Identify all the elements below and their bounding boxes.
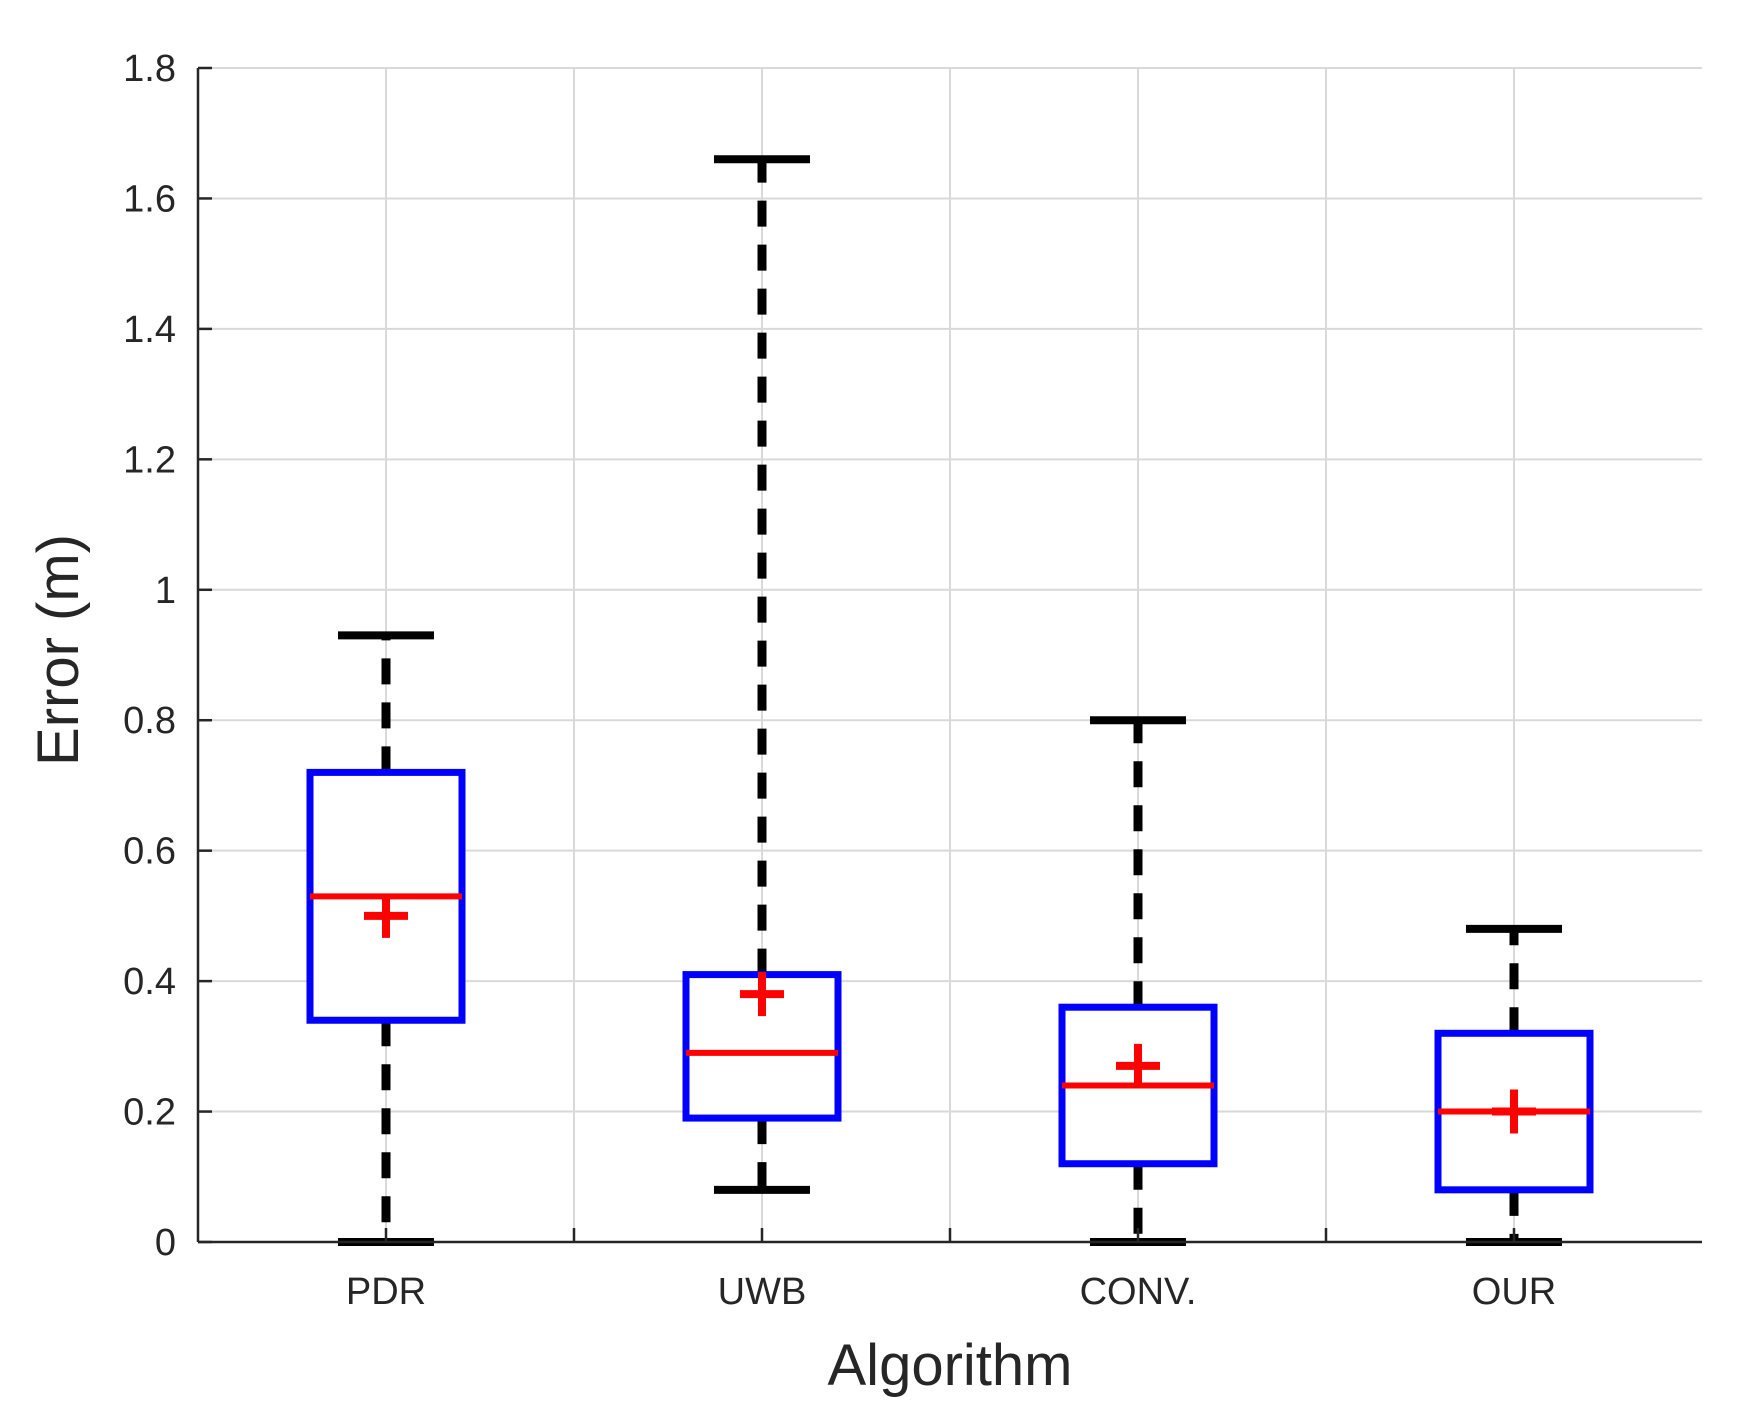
x-tick-label: UWB bbox=[718, 1271, 807, 1313]
y-tick-label: 0.2 bbox=[123, 1092, 176, 1134]
y-tick-label: 1 bbox=[155, 570, 176, 612]
axes bbox=[196, 66, 1702, 1244]
x-axis-title: Algorithm bbox=[828, 1333, 1073, 1398]
y-tick-label: 0.4 bbox=[123, 961, 176, 1003]
x-tick-label: PDR bbox=[346, 1271, 426, 1313]
x-tick-label: CONV. bbox=[1080, 1271, 1197, 1313]
y-tick-label: 0 bbox=[155, 1222, 176, 1264]
box-series bbox=[306, 155, 1594, 1246]
y-tick-label: 1.8 bbox=[123, 48, 176, 90]
y-tick-label: 1.4 bbox=[123, 309, 176, 351]
y-tick-label: 1.2 bbox=[123, 439, 176, 481]
y-tick-label: 0.8 bbox=[123, 700, 176, 742]
y-tick-label: 0.6 bbox=[123, 831, 176, 873]
y-tick-label: 1.6 bbox=[123, 178, 176, 220]
tick-labels: 0 0.2 0.4 0.6 0.8 1 1.2 1.4 1.6 1.8 PDR UWB CONV. OUR bbox=[123, 48, 1556, 1313]
x-tick-label: OUR bbox=[1472, 1271, 1556, 1313]
y-axis-title: Error (m) bbox=[26, 534, 91, 766]
